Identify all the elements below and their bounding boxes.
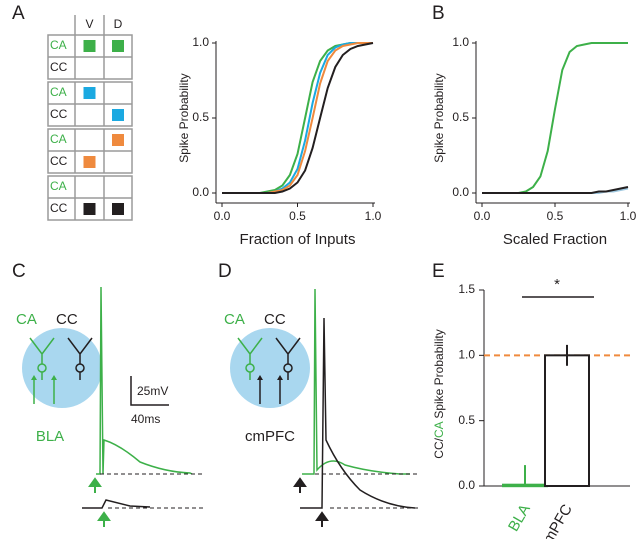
stim-square — [83, 203, 96, 215]
stim-square — [112, 134, 124, 146]
y-axis-label: Spike Probability — [432, 73, 446, 162]
scale-label: 40ms — [131, 412, 160, 426]
x-tick-label: 0.0 — [214, 209, 231, 223]
cell-label: CA — [16, 311, 37, 328]
y-tick-label: 1.0 — [192, 35, 209, 49]
stim-square — [112, 109, 124, 121]
x-tick-label: 1.0 — [365, 209, 382, 223]
curve — [222, 42, 374, 194]
cell-label: CC — [264, 311, 286, 328]
curve — [482, 42, 628, 194]
y-tick-label: 0.5 — [192, 110, 209, 124]
x-tick-label: 0.5 — [547, 209, 564, 223]
x-tick-label: cmPFC — [536, 501, 576, 539]
x-tick-label: 1.0 — [620, 209, 637, 223]
x-tick-label: 0.5 — [289, 209, 306, 223]
stim-square — [112, 40, 124, 52]
x-axis-label: Fraction of Inputs — [240, 231, 356, 248]
row-label: CA — [50, 85, 67, 99]
scale-label: 25mV — [137, 384, 168, 398]
cell-label: CC — [56, 311, 78, 328]
row-label: CC — [50, 154, 68, 168]
x-tick-label: 0.0 — [474, 209, 491, 223]
row-label: CC — [50, 107, 68, 121]
y-tick-label: 1.0 — [458, 348, 475, 362]
y-axis-label: CC/CA Spike Probability — [432, 329, 446, 458]
y-label-part: CA — [432, 421, 446, 438]
y-axis-label: Spike Probability — [177, 73, 191, 162]
row-label: CC — [50, 60, 68, 74]
y-tick-label: 0.5 — [458, 413, 475, 427]
panel-label: A — [12, 3, 25, 24]
y-label-part: Spike Probability — [432, 329, 446, 422]
panel-label: B — [432, 3, 445, 24]
circuit-diagram-d — [230, 288, 420, 527]
curve — [482, 186, 629, 194]
input-label: cmPFC — [245, 428, 295, 445]
significance-label: * — [554, 276, 560, 293]
y-label-part: CC/ — [432, 437, 446, 458]
y-tick-label: 0.0 — [192, 185, 209, 199]
stim-square — [112, 203, 124, 215]
input-label: BLA — [36, 428, 64, 445]
stim-square — [83, 87, 96, 99]
row-label: CA — [50, 38, 67, 52]
y-tick-label: 1.5 — [458, 282, 475, 296]
x-tick-label: BLA — [505, 501, 534, 534]
y-tick-label: 0.0 — [458, 478, 475, 492]
y-tick-label: 0.0 — [452, 185, 469, 199]
bar — [544, 354, 590, 488]
row-label: CC — [50, 201, 68, 215]
y-tick-label: 1.0 — [452, 35, 469, 49]
y-tick-label: 0.5 — [452, 110, 469, 124]
circuit-diagram-c — [22, 286, 205, 527]
panel-label: E — [432, 261, 445, 282]
column-header: D — [114, 17, 123, 31]
column-header: V — [85, 17, 93, 31]
stim-square — [83, 156, 96, 168]
row-label: CA — [50, 132, 67, 146]
curve — [222, 42, 373, 194]
row-label: CA — [50, 179, 67, 193]
x-axis-label: Scaled Fraction — [503, 231, 607, 248]
panel-label: C — [12, 261, 26, 282]
stim-square — [83, 40, 96, 52]
panel-label: D — [218, 261, 232, 282]
cell-label: CA — [224, 311, 245, 328]
